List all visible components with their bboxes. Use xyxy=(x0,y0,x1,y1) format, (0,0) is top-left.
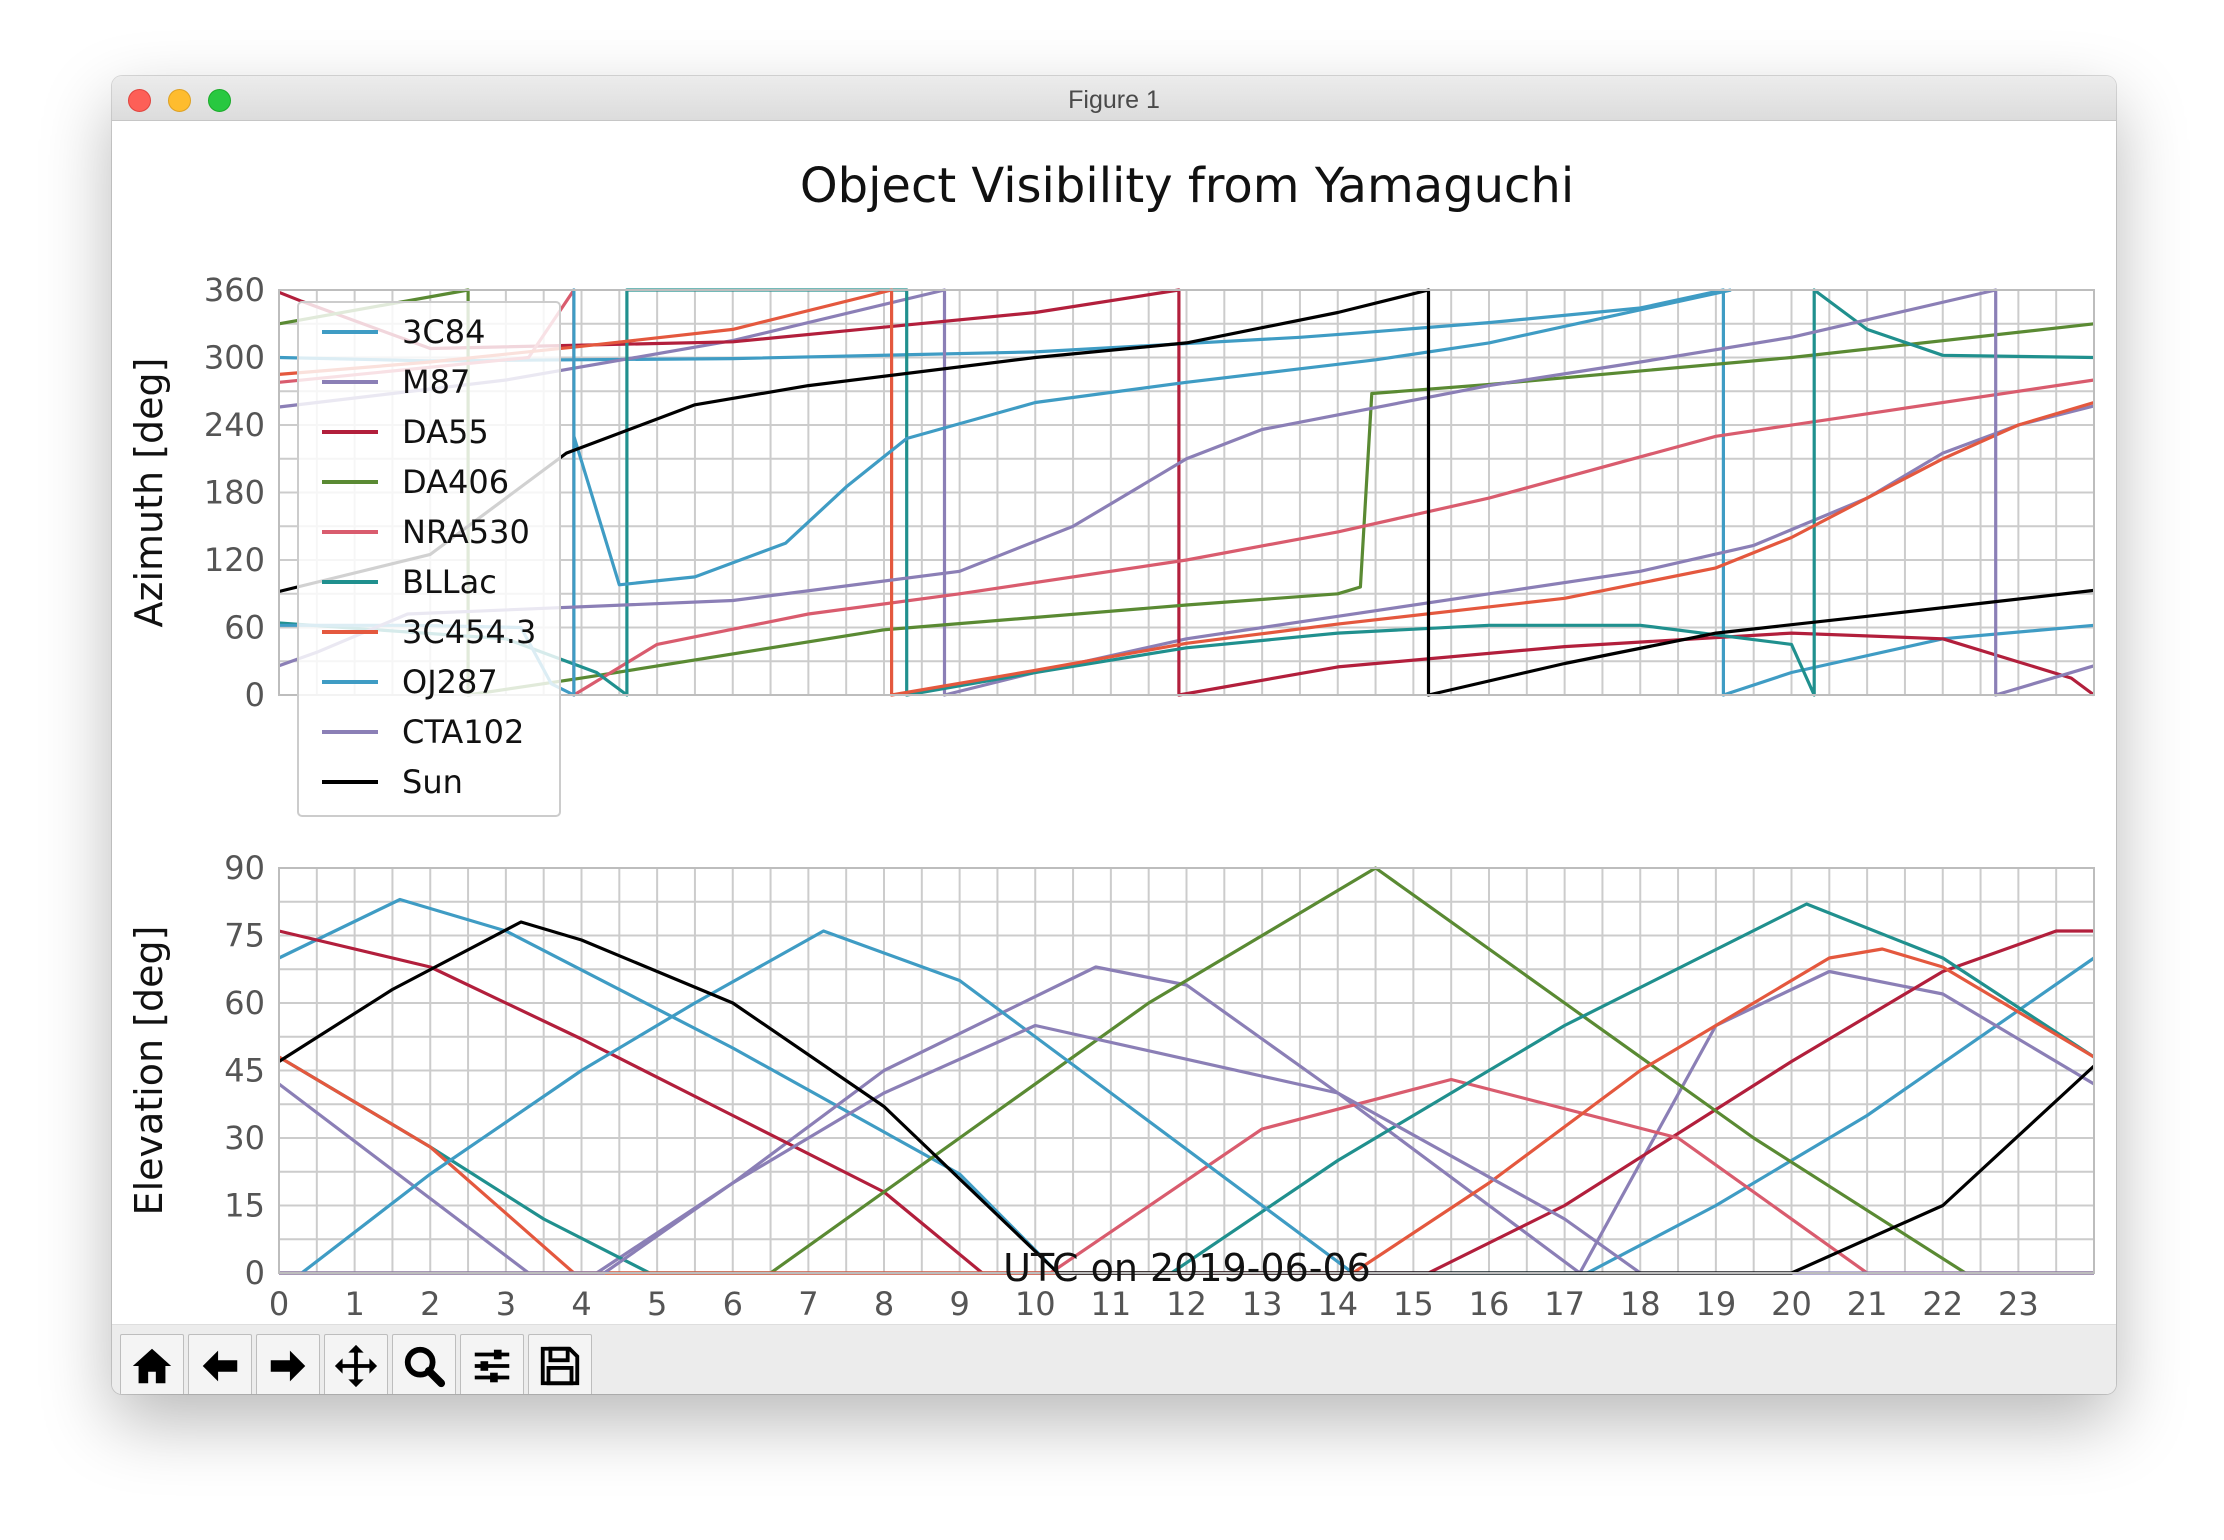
legend-label-da406: DA406 xyxy=(402,463,509,501)
axes-frame xyxy=(278,289,2095,696)
window-titlebar[interactable]: Figure 1 xyxy=(112,76,2116,121)
zoom-button[interactable] xyxy=(392,1334,456,1394)
y-tick-label: 180 xyxy=(204,474,265,512)
series-line-oj287-elevation xyxy=(300,929,1354,1275)
legend-label-bllac: BLLac xyxy=(402,563,497,601)
x-tick-label: 13 xyxy=(1242,1285,1283,1323)
legend-label-nra530: NRA530 xyxy=(402,513,530,551)
y-tick-label: 90 xyxy=(224,849,265,887)
close-button[interactable] xyxy=(128,89,151,112)
x-tick-label: 16 xyxy=(1469,1285,1510,1323)
y-tick-label: 0 xyxy=(245,1254,265,1292)
minimize-button[interactable] xyxy=(168,89,191,112)
x-tick-label: 18 xyxy=(1620,1285,1661,1323)
y-tick-label: 120 xyxy=(204,541,265,579)
legend-label-3c454-3: 3C454.3 xyxy=(402,613,536,651)
chart-figure: Object Visibility from Yamaguchi 0601201… xyxy=(127,158,2096,1323)
back-button[interactable] xyxy=(188,1334,252,1394)
y-axis-label: Elevation [deg] xyxy=(127,926,171,1216)
y-tick-label: 240 xyxy=(204,406,265,444)
y-tick-label: 0 xyxy=(245,676,265,714)
x-tick-label: 22 xyxy=(1922,1285,1963,1323)
configure-subplots-button[interactable] xyxy=(460,1334,524,1394)
series-line-bllac-azimuth xyxy=(278,288,2095,697)
x-tick-label: 17 xyxy=(1544,1285,1585,1323)
home-button[interactable] xyxy=(120,1334,184,1394)
series-line-bllac-elevation xyxy=(278,902,2095,1275)
x-tick-label: 4 xyxy=(571,1285,591,1323)
arrow-right-icon xyxy=(270,1350,306,1382)
y-axis-label: Azimuth [deg] xyxy=(127,358,171,628)
x-tick-label: 23 xyxy=(1998,1285,2039,1323)
x-tick-label: 14 xyxy=(1317,1285,1358,1323)
pan-button[interactable] xyxy=(324,1334,388,1394)
x-tick-label: 15 xyxy=(1393,1285,1434,1323)
x-axis-label: UTC on 2019-06-06 xyxy=(1003,1246,1371,1290)
y-tick-label: 360 xyxy=(204,271,265,309)
axes-frame xyxy=(278,867,2095,1274)
series-line-cta102-elevation xyxy=(279,1023,2094,1275)
y-tick-label: 60 xyxy=(224,609,265,647)
x-tick-label: 1 xyxy=(344,1285,364,1323)
y-tick-label: 15 xyxy=(224,1187,265,1225)
legend-label-oj287: OJ287 xyxy=(402,663,498,701)
x-tick-label: 10 xyxy=(1015,1285,1056,1323)
home-icon xyxy=(132,1348,172,1384)
y-tick-label: 30 xyxy=(224,1119,265,1157)
figure-window: Figure 1 Object Visibility from Yamaguch… xyxy=(112,76,2116,1394)
legend-label-cta102: CTA102 xyxy=(402,713,524,751)
series-line-3c454-3-azimuth xyxy=(278,288,2095,697)
chart-title: Object Visibility from Yamaguchi xyxy=(800,158,1574,214)
x-tick-label: 9 xyxy=(949,1285,969,1323)
forward-button[interactable] xyxy=(256,1334,320,1394)
legend-label-m87: M87 xyxy=(402,363,470,401)
series-line-3c84-azimuth xyxy=(278,288,2095,697)
x-tick-label: 2 xyxy=(420,1285,440,1323)
x-tick-label: 20 xyxy=(1771,1285,1812,1323)
window-title: Figure 1 xyxy=(1068,86,1160,114)
series-line-sun-azimuth xyxy=(278,288,2095,697)
navigation-toolbar xyxy=(112,1324,2116,1394)
floppy-disk-icon xyxy=(540,1346,580,1386)
series-line-m87-azimuth xyxy=(278,288,2095,697)
x-tick-label: 3 xyxy=(496,1285,516,1323)
legend-label-da55: DA55 xyxy=(402,413,489,451)
x-tick-label: 8 xyxy=(874,1285,894,1323)
y-tick-label: 60 xyxy=(224,984,265,1022)
x-tick-label: 12 xyxy=(1166,1285,1207,1323)
maximize-button[interactable] xyxy=(208,89,231,112)
y-tick-label: 300 xyxy=(204,339,265,377)
legend: 3C84 M87 DA55 DA406 NRA530 BLLac 3C454.3 OJ287 C… xyxy=(297,301,561,817)
arrow-left-icon xyxy=(202,1350,238,1382)
y-tick-label: 75 xyxy=(224,917,265,955)
x-tick-label: 19 xyxy=(1696,1285,1737,1323)
sliders-icon xyxy=(474,1349,510,1383)
move-icon xyxy=(334,1344,378,1388)
save-button[interactable] xyxy=(528,1334,592,1394)
x-tick-label: 11 xyxy=(1091,1285,1132,1323)
series-line-3c454-3-elevation xyxy=(278,947,2095,1275)
x-tick-label: 5 xyxy=(647,1285,667,1323)
x-tick-label: 7 xyxy=(798,1285,818,1323)
legend-label-3c84: 3C84 xyxy=(402,313,485,351)
legend-label-sun: Sun xyxy=(402,763,463,801)
series-line-sun-elevation xyxy=(278,920,2096,1275)
y-tick-label: 45 xyxy=(224,1052,265,1090)
x-tick-label: 0 xyxy=(269,1285,289,1323)
magnifier-icon xyxy=(404,1346,446,1388)
x-tick-label: 6 xyxy=(723,1285,743,1323)
x-tick-label: 21 xyxy=(1847,1285,1888,1323)
